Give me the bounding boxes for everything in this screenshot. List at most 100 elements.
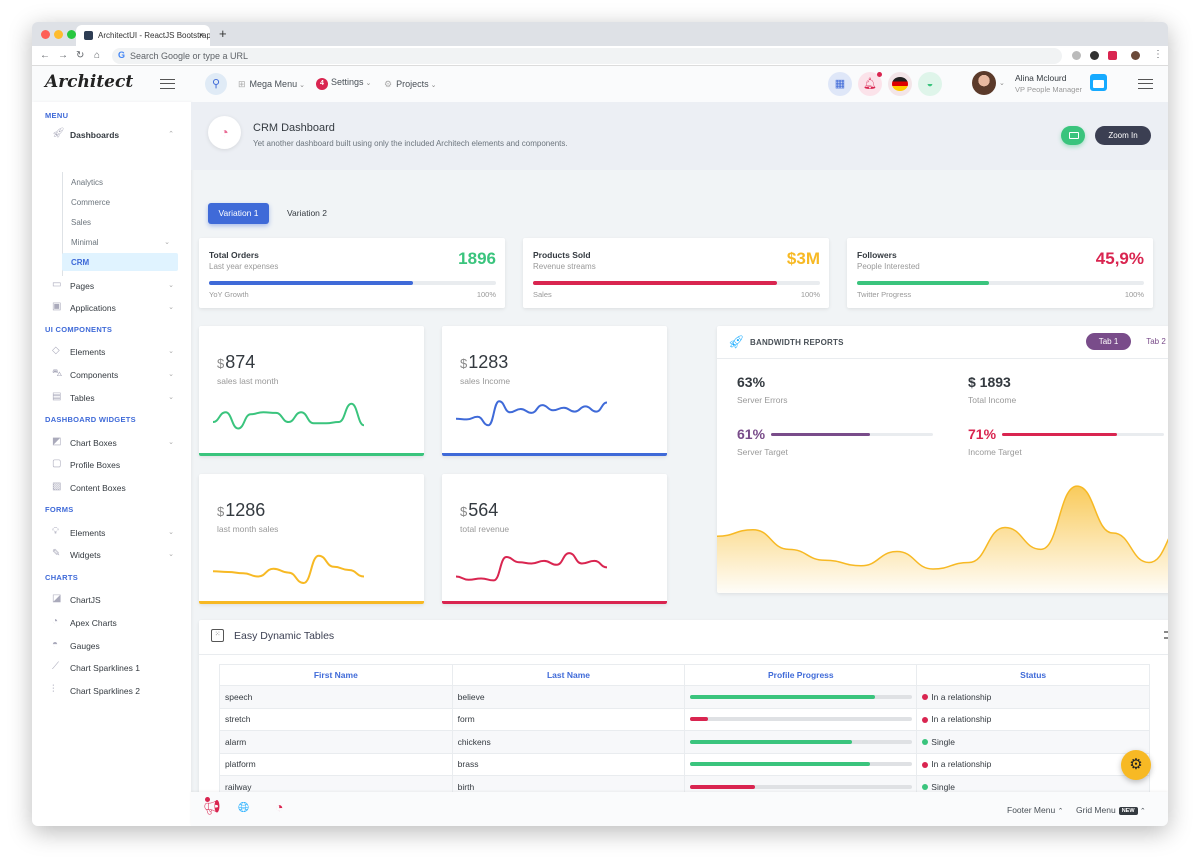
close-tab-icon[interactable]: ×: [198, 30, 204, 40]
sidebar-item-label: Pages: [70, 281, 95, 291]
sidebar-item-components[interactable]: ⛍ Components ⌄: [52, 366, 182, 384]
battery-button[interactable]: [1061, 126, 1085, 145]
page-title: CRM Dashboard: [253, 122, 335, 134]
sidebar-item-chartjs[interactable]: ◪ ChartJS: [52, 591, 182, 609]
sidebar-item-gauges[interactable]: ◓ Gauges: [52, 637, 182, 655]
sidebar-item-apex-charts[interactable]: ◔ Apex Charts: [52, 614, 182, 632]
right-menu-icon[interactable]: [1138, 79, 1153, 89]
calendar-button[interactable]: [1090, 74, 1107, 91]
last-name-cell: brass: [451, 752, 686, 776]
extension-icon[interactable]: [1072, 51, 1081, 60]
sidebar-item-sparklines-1[interactable]: ⟋ Chart Sparklines 1: [52, 659, 182, 677]
status-cell: In a relationship: [916, 752, 1150, 776]
stat-card: $1283 sales Income: [442, 326, 667, 456]
sidebar-item-tables[interactable]: ▤ Tables ⌄: [52, 389, 182, 407]
table-row[interactable]: alarm chickens Single: [219, 730, 1150, 754]
app-footer: 📢︎ 🌐︎ ◔ Footer Menu ⌃ Grid Menu NEW ⌃: [191, 792, 1168, 826]
table-row[interactable]: speech believe In a relationship: [219, 685, 1150, 709]
table-header-cell[interactable]: Profile Progress: [684, 664, 918, 686]
settings-fab[interactable]: ⚙: [1121, 750, 1151, 780]
widget-progress-bar: [209, 281, 496, 285]
stat-accent-bar: [199, 601, 424, 604]
search-button[interactable]: ⚲: [205, 73, 227, 95]
sidebar-item-dashboards[interactable]: 🚀︎ Dashboards ⌃: [52, 126, 182, 144]
tab-variation-1[interactable]: Variation 1: [208, 203, 269, 224]
zoom-in-button[interactable]: Zoom In: [1095, 126, 1151, 145]
sidebar-subitem-commerce[interactable]: Commerce: [71, 198, 111, 207]
light-icon: 💡︎: [52, 526, 59, 537]
sidebar-subitem-crm[interactable]: CRM: [62, 253, 178, 271]
user-chevron-icon[interactable]: ⌄: [999, 80, 1005, 87]
avatar[interactable]: [972, 71, 996, 95]
tab-variation-2[interactable]: Variation 2: [286, 208, 327, 218]
forward-icon[interactable]: →: [58, 50, 68, 61]
bandwidth-tab-1[interactable]: Tab 1: [1086, 333, 1131, 350]
profile-progress-fill: [690, 784, 755, 789]
sidebar-item-content-boxes[interactable]: ▧ Content Boxes: [52, 479, 182, 497]
projects-menu[interactable]: ⚙ Projects ⌄: [384, 79, 436, 90]
language-flag-button[interactable]: [888, 72, 912, 96]
display-icon: ▤: [52, 391, 62, 402]
sidebar-item-pages[interactable]: ▭ Pages ⌄: [52, 277, 182, 295]
server-errors-value: 63%: [737, 374, 766, 390]
bandwidth-tab-2[interactable]: Tab 2: [1146, 337, 1166, 346]
apps-grid-button[interactable]: ▦: [828, 72, 852, 96]
profile-progress-fill: [690, 739, 853, 744]
grid-menu[interactable]: Grid Menu NEW ⌃: [1076, 805, 1146, 815]
home-icon[interactable]: ⌂: [94, 50, 101, 61]
table-header-row: First Name Last Name Profile Progress Statu…: [219, 664, 1150, 686]
progress-cell: [684, 707, 918, 731]
sidebar-item-form-elements[interactable]: 💡︎ Elements ⌄: [52, 524, 182, 542]
footer-menu[interactable]: Footer Menu ⌃: [1007, 805, 1063, 815]
chevron-down-icon: ⌄: [168, 439, 174, 446]
megaphone-icon[interactable]: 📢︎: [203, 799, 221, 815]
sidebar-item-chart-boxes[interactable]: ◩ Chart Boxes ⌄: [52, 434, 182, 452]
browser-menu-icon[interactable]: ⋮: [1153, 49, 1163, 60]
profile-progress-bar: [690, 762, 913, 767]
settings-menu[interactable]: 4 Settings ⌄: [316, 77, 371, 90]
mega-menu[interactable]: ⊞ Mega Menu ⌄: [238, 79, 305, 90]
table-menu-icon[interactable]: [1164, 631, 1168, 639]
table-header-cell[interactable]: Last Name: [451, 664, 686, 686]
maximize-window-icon[interactable]: [67, 30, 76, 39]
widget-title: Products Sold: [533, 250, 591, 260]
widget-progress-label: Twitter Progress: [857, 290, 912, 299]
globe-icon[interactable]: 🌐︎: [238, 799, 250, 815]
table-row[interactable]: stretch form In a relationship: [219, 707, 1150, 731]
sidebar-subitem-sales[interactable]: Sales: [71, 218, 92, 227]
close-window-icon[interactable]: [41, 30, 50, 39]
pie-chart-icon[interactable]: ◔: [275, 799, 284, 815]
info-icon[interactable]: [1090, 51, 1099, 60]
profile-icon[interactable]: [1131, 51, 1140, 60]
table-row[interactable]: platform brass In a relationship: [219, 752, 1150, 776]
sidebar-toggle-icon[interactable]: [160, 79, 175, 89]
table-row[interactable]: railway birth Single: [219, 775, 1150, 792]
browser-tab[interactable]: ArchitectUI - ReactJS Bootstrap ×: [76, 25, 210, 46]
sidebar-item-elements[interactable]: ◇ Elements ⌄: [52, 343, 182, 361]
sidebar-item-sparklines-2[interactable]: ⫶ Chart Sparklines 2: [52, 682, 182, 700]
new-tab-icon[interactable]: +: [219, 26, 227, 41]
shield-icon[interactable]: [1108, 51, 1117, 60]
sidebar-item-widgets[interactable]: ✎ Widgets ⌄: [52, 546, 182, 564]
sidebar-item-label: ChartJS: [70, 595, 101, 605]
last-name-cell: birth: [451, 775, 686, 792]
minimize-window-icon[interactable]: [54, 30, 63, 39]
sidebar-subitem-minimal[interactable]: Minimal ⌄: [62, 234, 178, 250]
back-icon[interactable]: ←: [40, 50, 50, 61]
browser-window: ArchitectUI - ReactJS Bootstrap × + ← → …: [32, 22, 1168, 826]
google-icon: G: [118, 50, 126, 60]
reload-icon[interactable]: ↻: [76, 50, 85, 61]
table-header-cell[interactable]: Status: [916, 664, 1150, 686]
sidebar-subitem-analytics[interactable]: Analytics: [71, 178, 104, 187]
table-header-cell[interactable]: First Name: [219, 664, 453, 686]
activity-button[interactable]: ◒: [918, 72, 942, 96]
profile-progress-bar: [690, 784, 913, 789]
first-name-cell: speech: [219, 685, 453, 709]
stat-card: $564 total revenue: [442, 474, 667, 604]
progress-cell: [684, 775, 918, 792]
sidebar-item-profile-boxes[interactable]: ▢ Profile Boxes: [52, 456, 182, 474]
sidebar-item-applications[interactable]: ▣ Applications ⌄: [52, 299, 182, 317]
sparkline-chart: [455, 400, 608, 427]
sidebar-item-label: Chart Boxes: [70, 438, 117, 448]
address-bar[interactable]: G Search Google or type a URL: [112, 48, 1062, 64]
